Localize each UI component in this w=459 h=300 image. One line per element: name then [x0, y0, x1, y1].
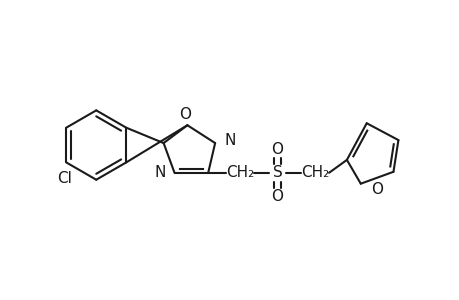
Text: CH₂: CH₂ — [301, 165, 329, 180]
Text: O: O — [179, 107, 191, 122]
Text: N: N — [154, 165, 165, 180]
Text: N: N — [224, 133, 235, 148]
Text: S: S — [272, 165, 282, 180]
Text: O: O — [271, 189, 283, 204]
Text: O: O — [271, 142, 283, 157]
Text: O: O — [370, 182, 382, 197]
Text: CH₂: CH₂ — [225, 165, 253, 180]
Text: Cl: Cl — [56, 171, 72, 186]
